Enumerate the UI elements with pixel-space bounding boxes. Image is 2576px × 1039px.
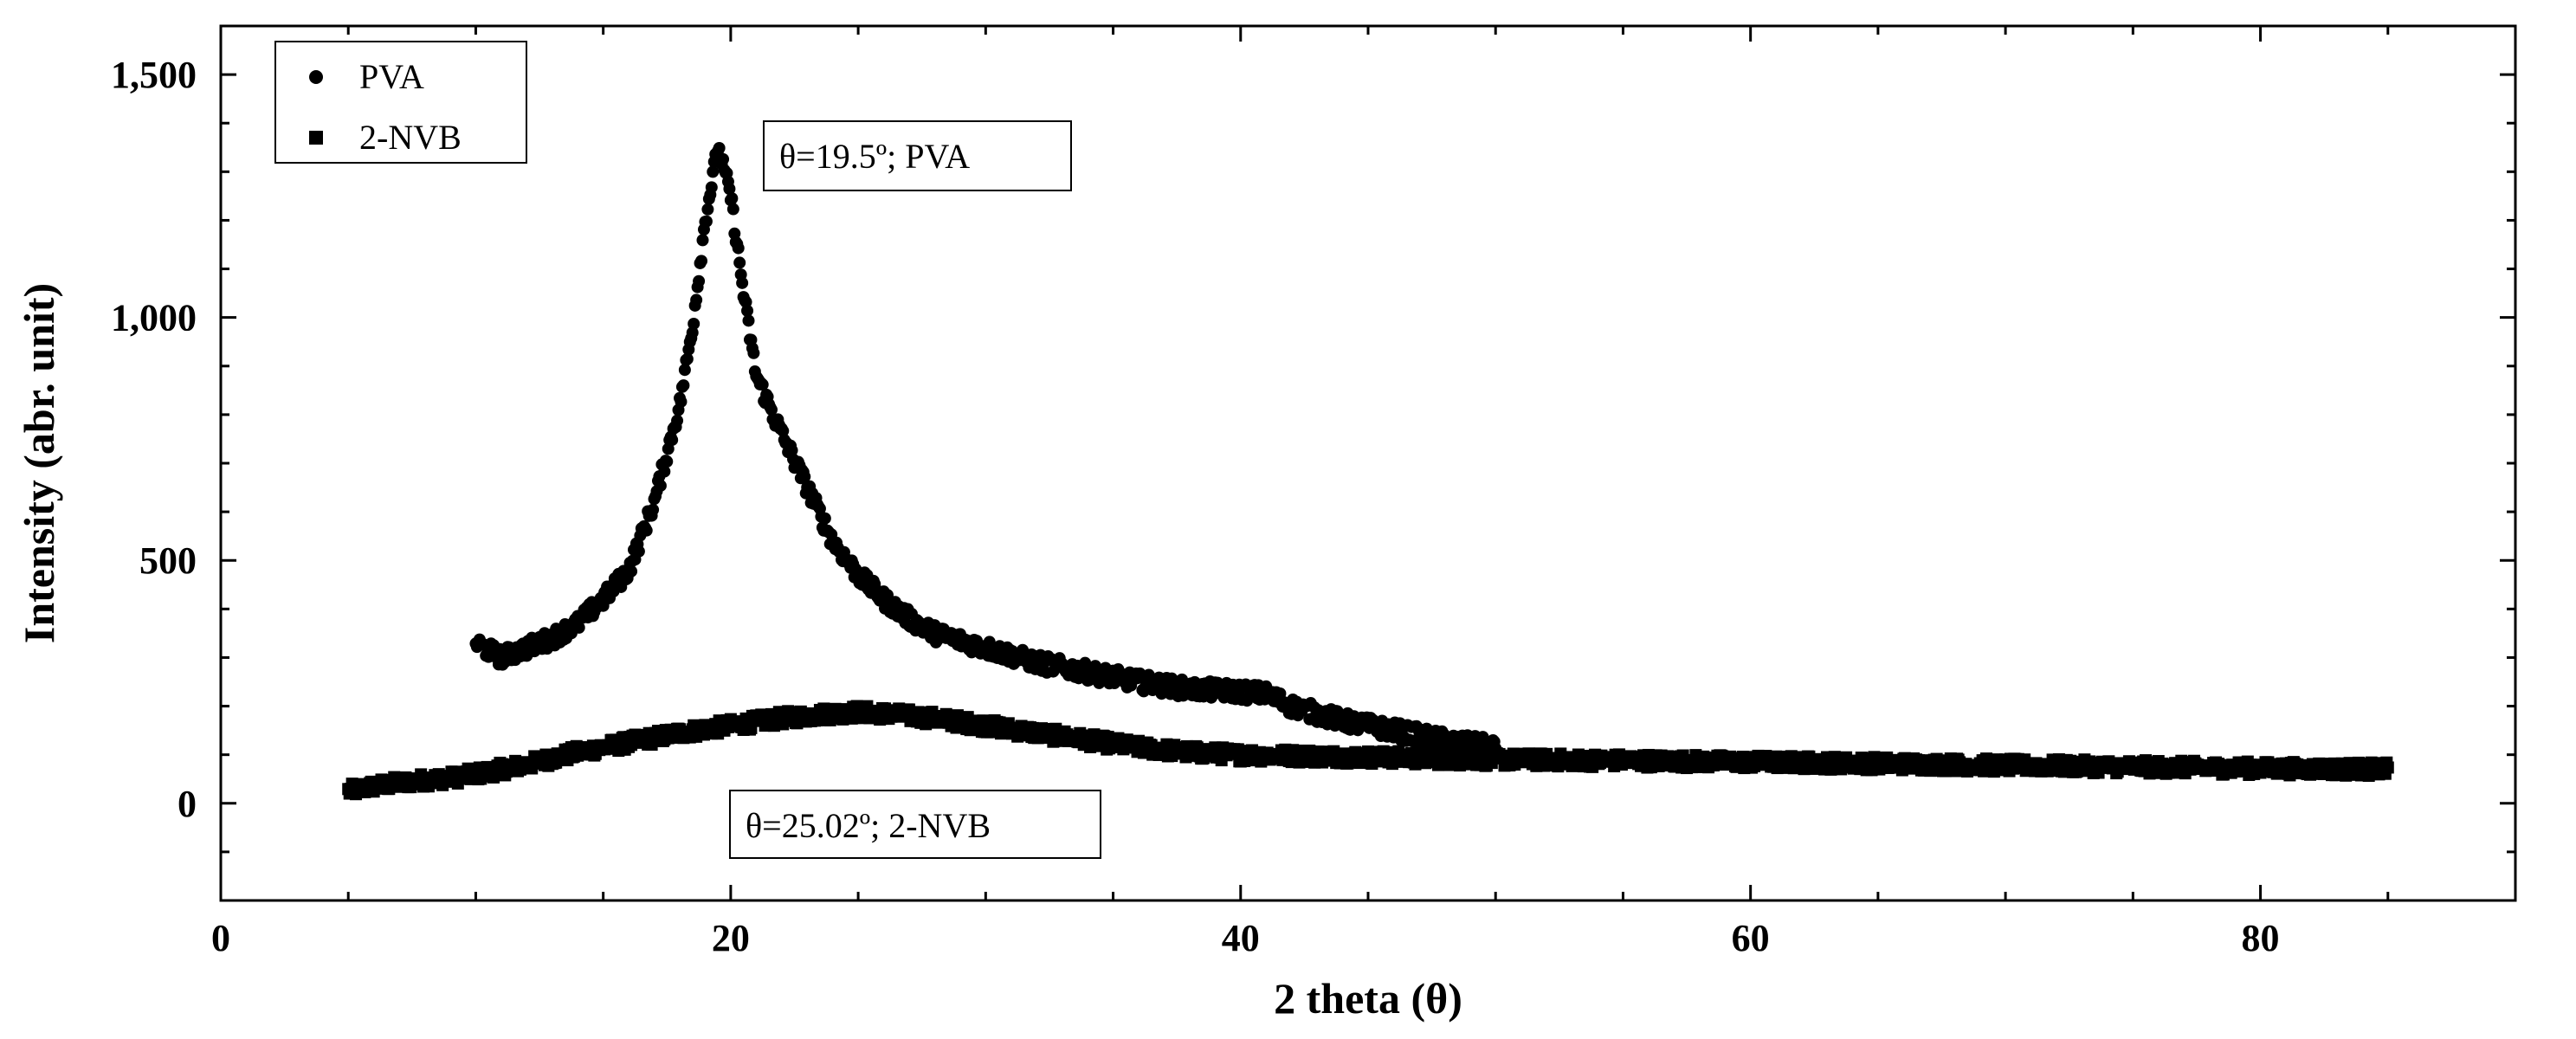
pva-point: [671, 414, 684, 427]
annotation-nvb: θ=25.02º; 2-NVB: [729, 790, 1101, 859]
x-tick-label: 40: [1222, 917, 1260, 959]
pva-point: [701, 203, 714, 216]
pva-point: [625, 565, 638, 578]
pva-point: [717, 152, 730, 165]
pva-point: [798, 470, 811, 483]
pva-point: [686, 326, 699, 339]
pva-point: [818, 512, 831, 525]
pva-point: [726, 192, 739, 205]
pva-point: [733, 256, 746, 269]
annotation-nvb-box: [729, 790, 1101, 859]
pva-point: [666, 434, 679, 447]
pva-point: [632, 545, 645, 558]
pva-point: [658, 465, 671, 478]
y-tick-label: 0: [178, 783, 197, 825]
nvb-series: [342, 700, 2394, 801]
y-tick-label: 1,000: [111, 297, 197, 339]
pva-point: [713, 141, 726, 154]
pva-point: [723, 183, 736, 196]
pva-point: [765, 403, 778, 416]
pva-point: [695, 255, 708, 268]
pva-point: [690, 294, 703, 307]
x-tick-label: 20: [712, 917, 750, 959]
pva-point: [647, 503, 660, 516]
annotation-pva-box: [763, 120, 1072, 191]
pva-point: [777, 424, 790, 437]
pva-point: [681, 352, 694, 365]
legend: PVA 2-NVB: [274, 41, 527, 164]
pva-point: [572, 621, 585, 634]
annotation-pva: θ=19.5º; PVA: [763, 120, 1072, 191]
pva-point: [756, 378, 769, 391]
pva-point: [785, 444, 798, 457]
annotation-pva-text: θ=19.5º; PVA: [779, 137, 970, 176]
legend-label-pva: PVA: [359, 57, 424, 96]
pva-point: [688, 317, 700, 330]
legend-marker-pva: [309, 70, 323, 84]
pva-point: [693, 274, 706, 287]
x-axis-title: 2 theta (θ): [1274, 974, 1462, 1023]
pva-point: [677, 379, 690, 392]
x-tick-label: 60: [1732, 917, 1770, 959]
pva-point: [705, 181, 718, 194]
x-tick-label: 80: [2242, 917, 2280, 959]
pva-point: [700, 215, 713, 228]
pva-point: [640, 524, 653, 537]
axis-ticks: 0 20 40 60 80 0 500 1,000 1,500: [111, 24, 2517, 959]
y-axis-title: Intensity (abr. unit): [15, 283, 63, 643]
legend-marker-nvb: [309, 131, 323, 145]
pva-series: [469, 141, 1502, 760]
legend-label-nvb: 2-NVB: [359, 118, 462, 157]
pva-point: [654, 479, 667, 492]
pva-point: [732, 242, 745, 255]
legend-box: [274, 41, 527, 164]
pva-point: [726, 203, 739, 216]
pva-point: [661, 455, 674, 468]
pva-point: [678, 364, 691, 377]
pva-point: [747, 346, 760, 359]
pva-point: [675, 395, 688, 408]
pva-point: [696, 234, 709, 247]
y-tick-label: 500: [139, 539, 197, 582]
pva-point: [736, 276, 749, 289]
pva-point: [741, 304, 754, 317]
pva-point: [707, 165, 720, 178]
nvb-point: [2381, 761, 2394, 774]
annotation-nvb-text: θ=25.02º; 2-NVB: [746, 806, 991, 845]
x-tick-label: 0: [211, 917, 230, 959]
pva-point: [742, 314, 755, 327]
y-tick-label: 1,500: [111, 54, 197, 96]
